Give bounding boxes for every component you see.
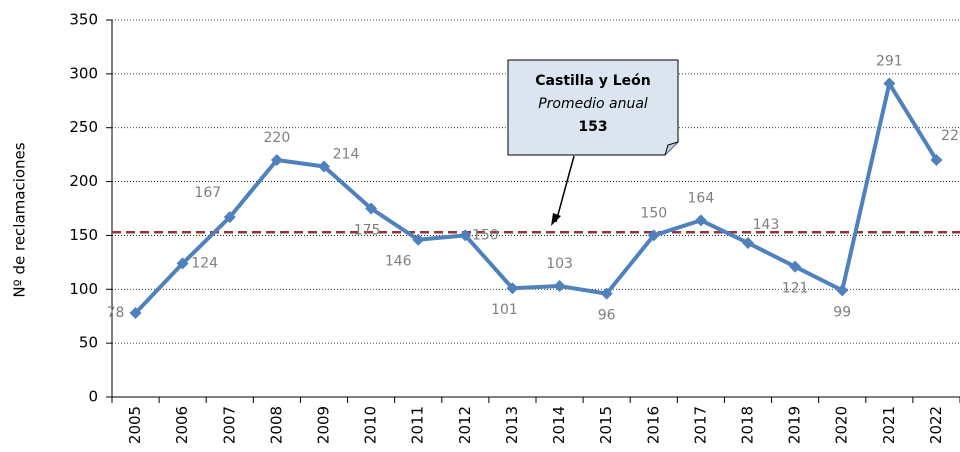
x-tick-label: 2006: [173, 406, 191, 444]
y-tick-label: 50: [79, 334, 98, 352]
data-label: 164: [688, 190, 715, 206]
data-label: 146: [385, 254, 412, 270]
y-tick-label: 300: [69, 64, 98, 82]
data-label: 99: [833, 304, 851, 320]
callout-fold: [664, 141, 679, 156]
x-tick-label: 2011: [409, 406, 427, 444]
x-tick-label: 2010: [362, 406, 380, 444]
x-tick-label: 2016: [644, 406, 662, 444]
data-label: 291: [876, 54, 903, 70]
marker: [600, 287, 613, 300]
x-tick-label: 2018: [739, 406, 757, 444]
marker: [365, 202, 378, 215]
callout-title: Castilla y León: [535, 73, 650, 89]
data-label: 167: [194, 185, 221, 201]
data-label: 214: [333, 146, 360, 162]
marker: [742, 236, 754, 249]
x-tick-label: 2007: [220, 406, 238, 444]
data-label: 220: [264, 130, 291, 146]
data-label: 101: [491, 302, 518, 318]
data-label: 121: [782, 281, 809, 297]
y-tick-label: 200: [69, 172, 98, 190]
x-tick-label: 2020: [833, 406, 851, 444]
y-tick-label: 350: [69, 11, 98, 29]
x-tick-label: 2005: [126, 406, 144, 444]
marker: [318, 160, 330, 173]
x-tick-label: 2014: [550, 406, 568, 444]
data-label: 143: [753, 217, 780, 233]
series-line: [134, 81, 939, 315]
callout-subtitle: Promedio anual: [538, 96, 648, 112]
callout: Castilla y León Promedio anual 153: [507, 59, 679, 226]
callout-value: 153: [578, 119, 607, 135]
y-tick-label: 150: [69, 226, 98, 244]
marker: [883, 77, 896, 90]
x-tick-label: 2019: [786, 406, 804, 444]
x-tick-label: 2013: [503, 406, 521, 444]
marker: [506, 282, 519, 295]
x-tick-label: 2015: [597, 406, 615, 444]
x-tick-label: 2022: [927, 406, 945, 444]
marker: [270, 154, 283, 167]
marker: [223, 211, 236, 224]
marker: [694, 214, 707, 227]
x-tick-label: 2008: [267, 406, 285, 444]
marker: [553, 280, 566, 293]
callout-arrowhead: [551, 213, 561, 226]
data-label: 103: [546, 256, 573, 272]
marker: [129, 306, 142, 319]
data-label: 220: [941, 128, 960, 144]
y-tick-label: 250: [69, 118, 98, 136]
data-label: 150: [640, 205, 667, 221]
y-axis-label: Nº de reclamaciones: [11, 142, 29, 297]
marker: [836, 284, 849, 297]
data-label: 96: [598, 308, 616, 324]
x-tick-label: 2021: [880, 406, 898, 444]
data-label: 175: [354, 223, 381, 239]
marker: [459, 229, 472, 242]
x-tick-label: 2012: [456, 406, 474, 444]
y-tick-label: 100: [69, 280, 98, 298]
data-label: 150: [472, 227, 499, 243]
x-tick-label: 2009: [315, 406, 333, 444]
data-label: 124: [191, 255, 218, 271]
marker: [789, 260, 802, 273]
marker: [647, 229, 660, 242]
data-label: 78: [107, 305, 125, 321]
x-tick-label: 2017: [691, 406, 709, 444]
callout-arrow: [555, 155, 575, 223]
marker: [930, 154, 943, 167]
y-tick-label: 0: [88, 388, 98, 406]
marker: [412, 233, 425, 246]
marker: [176, 257, 189, 270]
